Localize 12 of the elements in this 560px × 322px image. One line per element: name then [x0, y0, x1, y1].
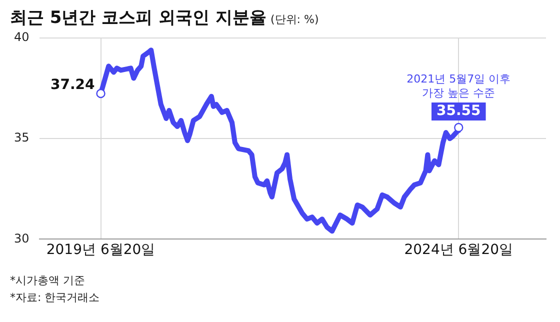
chart-subtitle: (단위: %) [270, 13, 319, 26]
text: *자료: 한국거래소 [10, 290, 100, 306]
y-tick-label: 40 [14, 30, 30, 44]
x-tick-label: 2019년 6월20일 [46, 242, 156, 258]
y-tick-label: 35 [14, 130, 30, 145]
data-label: 37.24 [50, 77, 96, 94]
y-tick-label: 30 [14, 231, 30, 246]
text: *시가총액 기준 [10, 273, 86, 289]
x-tick-label: 2024년 6월20일 [404, 242, 514, 258]
data-label: 35.55 [436, 103, 481, 120]
annotation: 2021년 5월7일 이후 가장 높은 수준 [406, 72, 511, 100]
chart-title: 최근 5년간 코스피 외국인 지분율 [10, 8, 267, 28]
